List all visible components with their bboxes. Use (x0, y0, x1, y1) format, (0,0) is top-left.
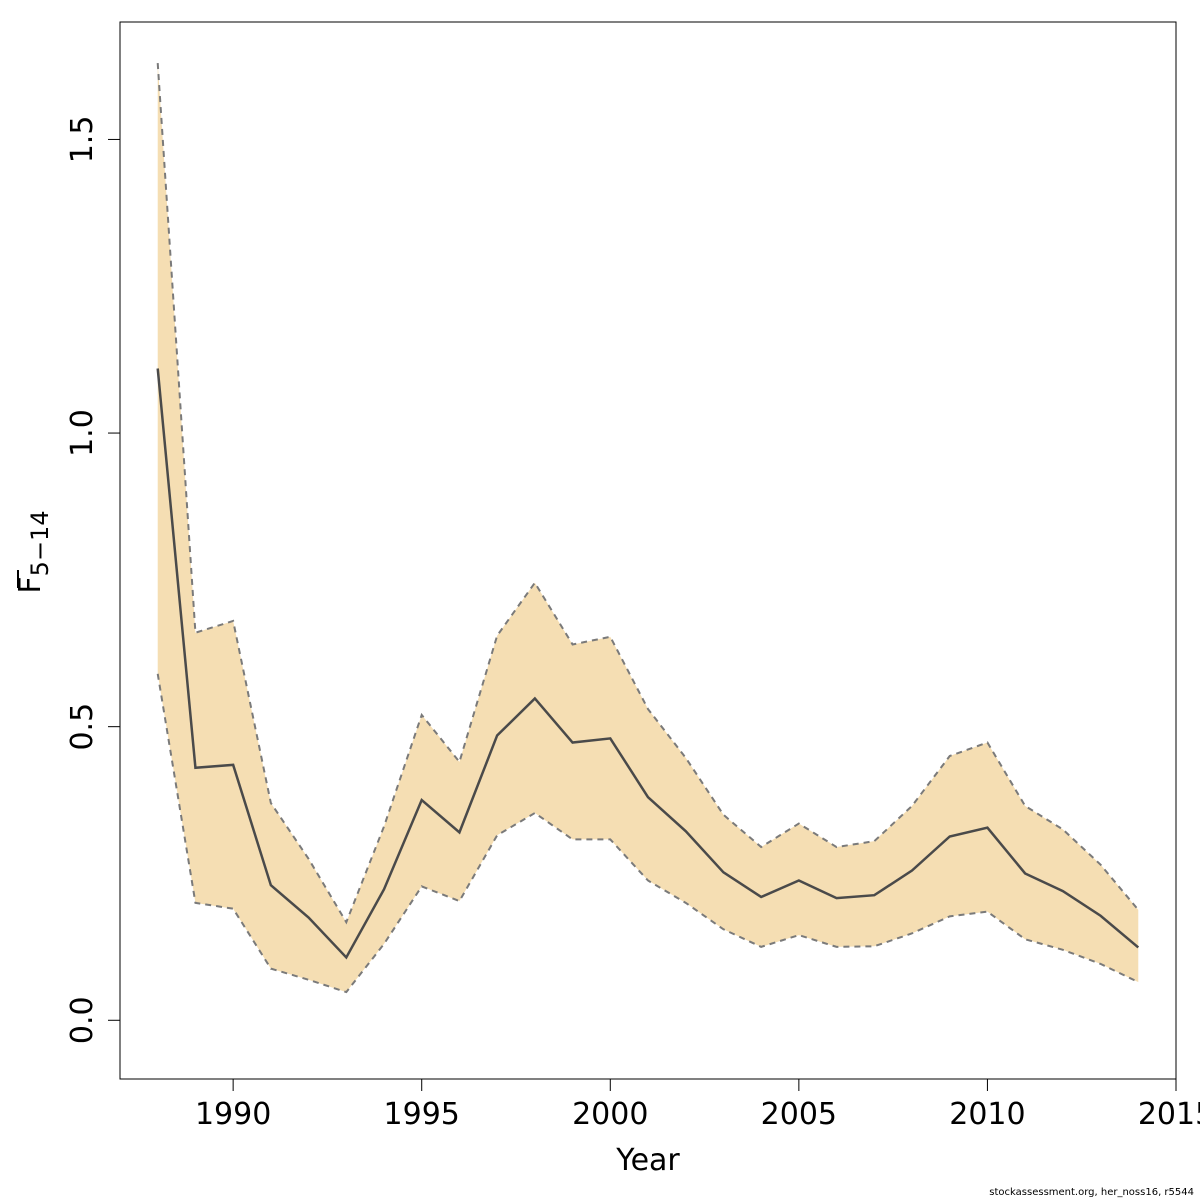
confidence-band (157, 63, 1139, 993)
x-tick-label: 2005 (761, 1097, 837, 1132)
y-tick-label-group: 1.5 (65, 116, 100, 164)
footer-credit: stockassessment.org, her_noss16, r5544 (989, 1187, 1194, 1198)
y-axis: 0.0 0.5 1.0 1.5 (65, 116, 121, 1044)
y-tick-label-group: 1.0 (65, 409, 100, 457)
x-tick-label: 1995 (384, 1097, 460, 1132)
x-tick-label: 2010 (949, 1097, 1025, 1132)
lower-bound-line (156, 673, 1139, 994)
svg-text:F5−14: F5−14 (13, 510, 54, 593)
y-axis-title-main: F (13, 576, 48, 593)
y-tick-label: 1.5 (65, 116, 100, 164)
estimate-line (156, 368, 1140, 960)
x-axis-title: Year (615, 1143, 680, 1178)
y-tick-label: 1.0 (65, 409, 100, 457)
y-axis-title-subscript: 5−14 (26, 510, 54, 576)
y-tick-label-group: 0.5 (65, 703, 100, 751)
y-axis-title: F5−14 (13, 510, 54, 593)
x-tick-label: 2000 (572, 1097, 648, 1132)
x-tick-label: 2015 (1138, 1097, 1200, 1132)
confidence-band-layer (157, 63, 1139, 993)
x-tick-label: 1990 (195, 1097, 271, 1132)
series-layer (156, 63, 1140, 994)
y-tick-label: 0.5 (65, 703, 100, 751)
y-tick-label: 0.0 (65, 996, 100, 1044)
upper-bound-line (156, 63, 1140, 925)
x-axis: 1990 1995 2000 2005 2010 2015 (195, 1078, 1200, 1132)
y-tick-label-group: 0.0 (65, 996, 100, 1044)
